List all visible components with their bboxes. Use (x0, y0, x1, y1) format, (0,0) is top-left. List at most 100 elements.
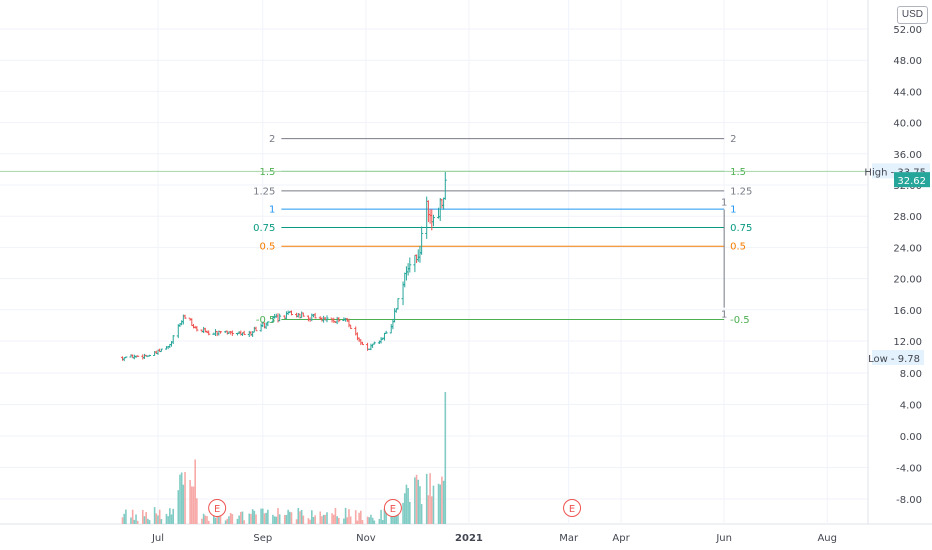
volume-bar (275, 516, 278, 524)
volume-bar (228, 516, 230, 524)
volume-bar (241, 511, 244, 524)
volume-bar (147, 518, 149, 524)
volume-bar (160, 519, 163, 524)
fib-level-label-left: 0.75 (253, 223, 275, 234)
volume-bar (167, 516, 169, 524)
volume-bar (319, 511, 322, 524)
earnings-marker (208, 499, 227, 517)
volume-bar (180, 472, 183, 524)
volume-bar (295, 519, 298, 524)
volume-bar (312, 516, 315, 524)
volume-bar (206, 516, 208, 524)
volume-bar (417, 479, 420, 524)
volume-bar (309, 519, 311, 524)
price-tick-label: 52.00 (893, 25, 922, 36)
volume-bar (272, 514, 274, 524)
volume-bar (429, 473, 431, 524)
volume-bar (169, 508, 171, 524)
volume-bar (248, 513, 251, 524)
volume-bar (366, 516, 369, 524)
volume-bar (238, 515, 240, 524)
currency-badge[interactable]: USD (896, 6, 928, 24)
volume-bar (177, 490, 180, 524)
volume-bar (145, 512, 147, 524)
fib-level-label-left: 1.5 (259, 167, 275, 178)
volume-bar (425, 473, 428, 524)
volume-bar (348, 509, 350, 524)
volume-bar (415, 474, 418, 524)
fib-level-label-right: 0.75 (730, 223, 752, 234)
volume-bar (378, 518, 381, 524)
time-axis[interactable]: Jul Sep Nov 2021 Mar Apr Jun Aug (151, 533, 837, 544)
time-tick-label: Mar (559, 533, 579, 544)
volume-bar (260, 508, 262, 524)
volume-bar (373, 520, 376, 524)
volume-bar (189, 480, 191, 524)
volume-bar (172, 508, 175, 524)
volume-bar (182, 484, 185, 524)
volume-bar (332, 514, 335, 524)
volume-bar (397, 508, 399, 524)
fib-level-label-left: 1 (269, 205, 275, 216)
volume-bar (283, 515, 286, 524)
volume-bar (383, 508, 386, 524)
earnings-marker-label: E (569, 504, 575, 515)
price-tick-label: 24.00 (893, 243, 922, 254)
volume-bar (136, 520, 139, 524)
volume-bar (148, 520, 151, 524)
low-label: Low - 9.78 (868, 354, 920, 365)
price-tick-label: 16.00 (893, 306, 922, 317)
volume-bar (265, 512, 267, 524)
fib-extension-tool[interactable]: 2 21.5 1.51.25 1.251 10.75 0.750.5 0.5-0.5 -0.5… (253, 134, 752, 326)
time-tick-label: Apr (612, 533, 630, 544)
volume-bar (277, 508, 279, 524)
price-tick-label: 28.00 (893, 212, 922, 223)
volume-bar (395, 508, 398, 524)
fib-level-label-left: -0.5 (256, 315, 276, 326)
volume-bar (314, 515, 316, 524)
volume-bar (226, 518, 229, 524)
volume-bar (204, 515, 207, 524)
volume-bar (358, 512, 360, 524)
time-tick-label: 2021 (455, 533, 483, 544)
volume-bar (253, 510, 256, 524)
volume-bar (322, 514, 325, 524)
earnings-marker-label: E (214, 504, 220, 515)
earnings-marker (563, 499, 582, 517)
price-axis[interactable]: 52.0048.0044.0040.0036.0032.0028.0024.00… (0, 25, 930, 506)
volume-bar (196, 498, 198, 524)
volume-bar (405, 484, 408, 524)
volume-bar (361, 520, 364, 524)
volume-bar (297, 507, 300, 524)
price-tick-label: 20.00 (893, 275, 922, 286)
volume-bar (356, 520, 359, 524)
volume-bar (250, 514, 252, 524)
volume-bar (261, 508, 264, 524)
volume-bar (370, 514, 372, 524)
grid (0, 0, 932, 525)
volume-bar (263, 513, 266, 524)
fib-level-label-left: 1.25 (253, 186, 275, 197)
fib-marker-label: 1 (721, 310, 727, 321)
price-tick-label: 40.00 (893, 119, 922, 130)
fib-level-label-right: 2 (730, 134, 736, 145)
time-tick-label: Nov (356, 533, 376, 544)
volume-bar (121, 517, 124, 524)
volume-bar (287, 509, 289, 524)
volume-bar (380, 509, 382, 524)
volume-bar (155, 513, 158, 524)
volume-bar (170, 514, 173, 524)
volume-bar (444, 392, 447, 524)
fib-level-label-right: 0.5 (730, 242, 746, 253)
volume-bar (158, 509, 161, 524)
volume-bar (240, 511, 242, 524)
volume-bar (285, 514, 288, 524)
volume-bar (441, 476, 443, 524)
fib-level-label-right: 1 (730, 205, 736, 216)
volume-bar (381, 520, 384, 524)
volume-bar (302, 515, 305, 524)
volume-bar (123, 513, 125, 524)
volume-bar (255, 514, 257, 524)
